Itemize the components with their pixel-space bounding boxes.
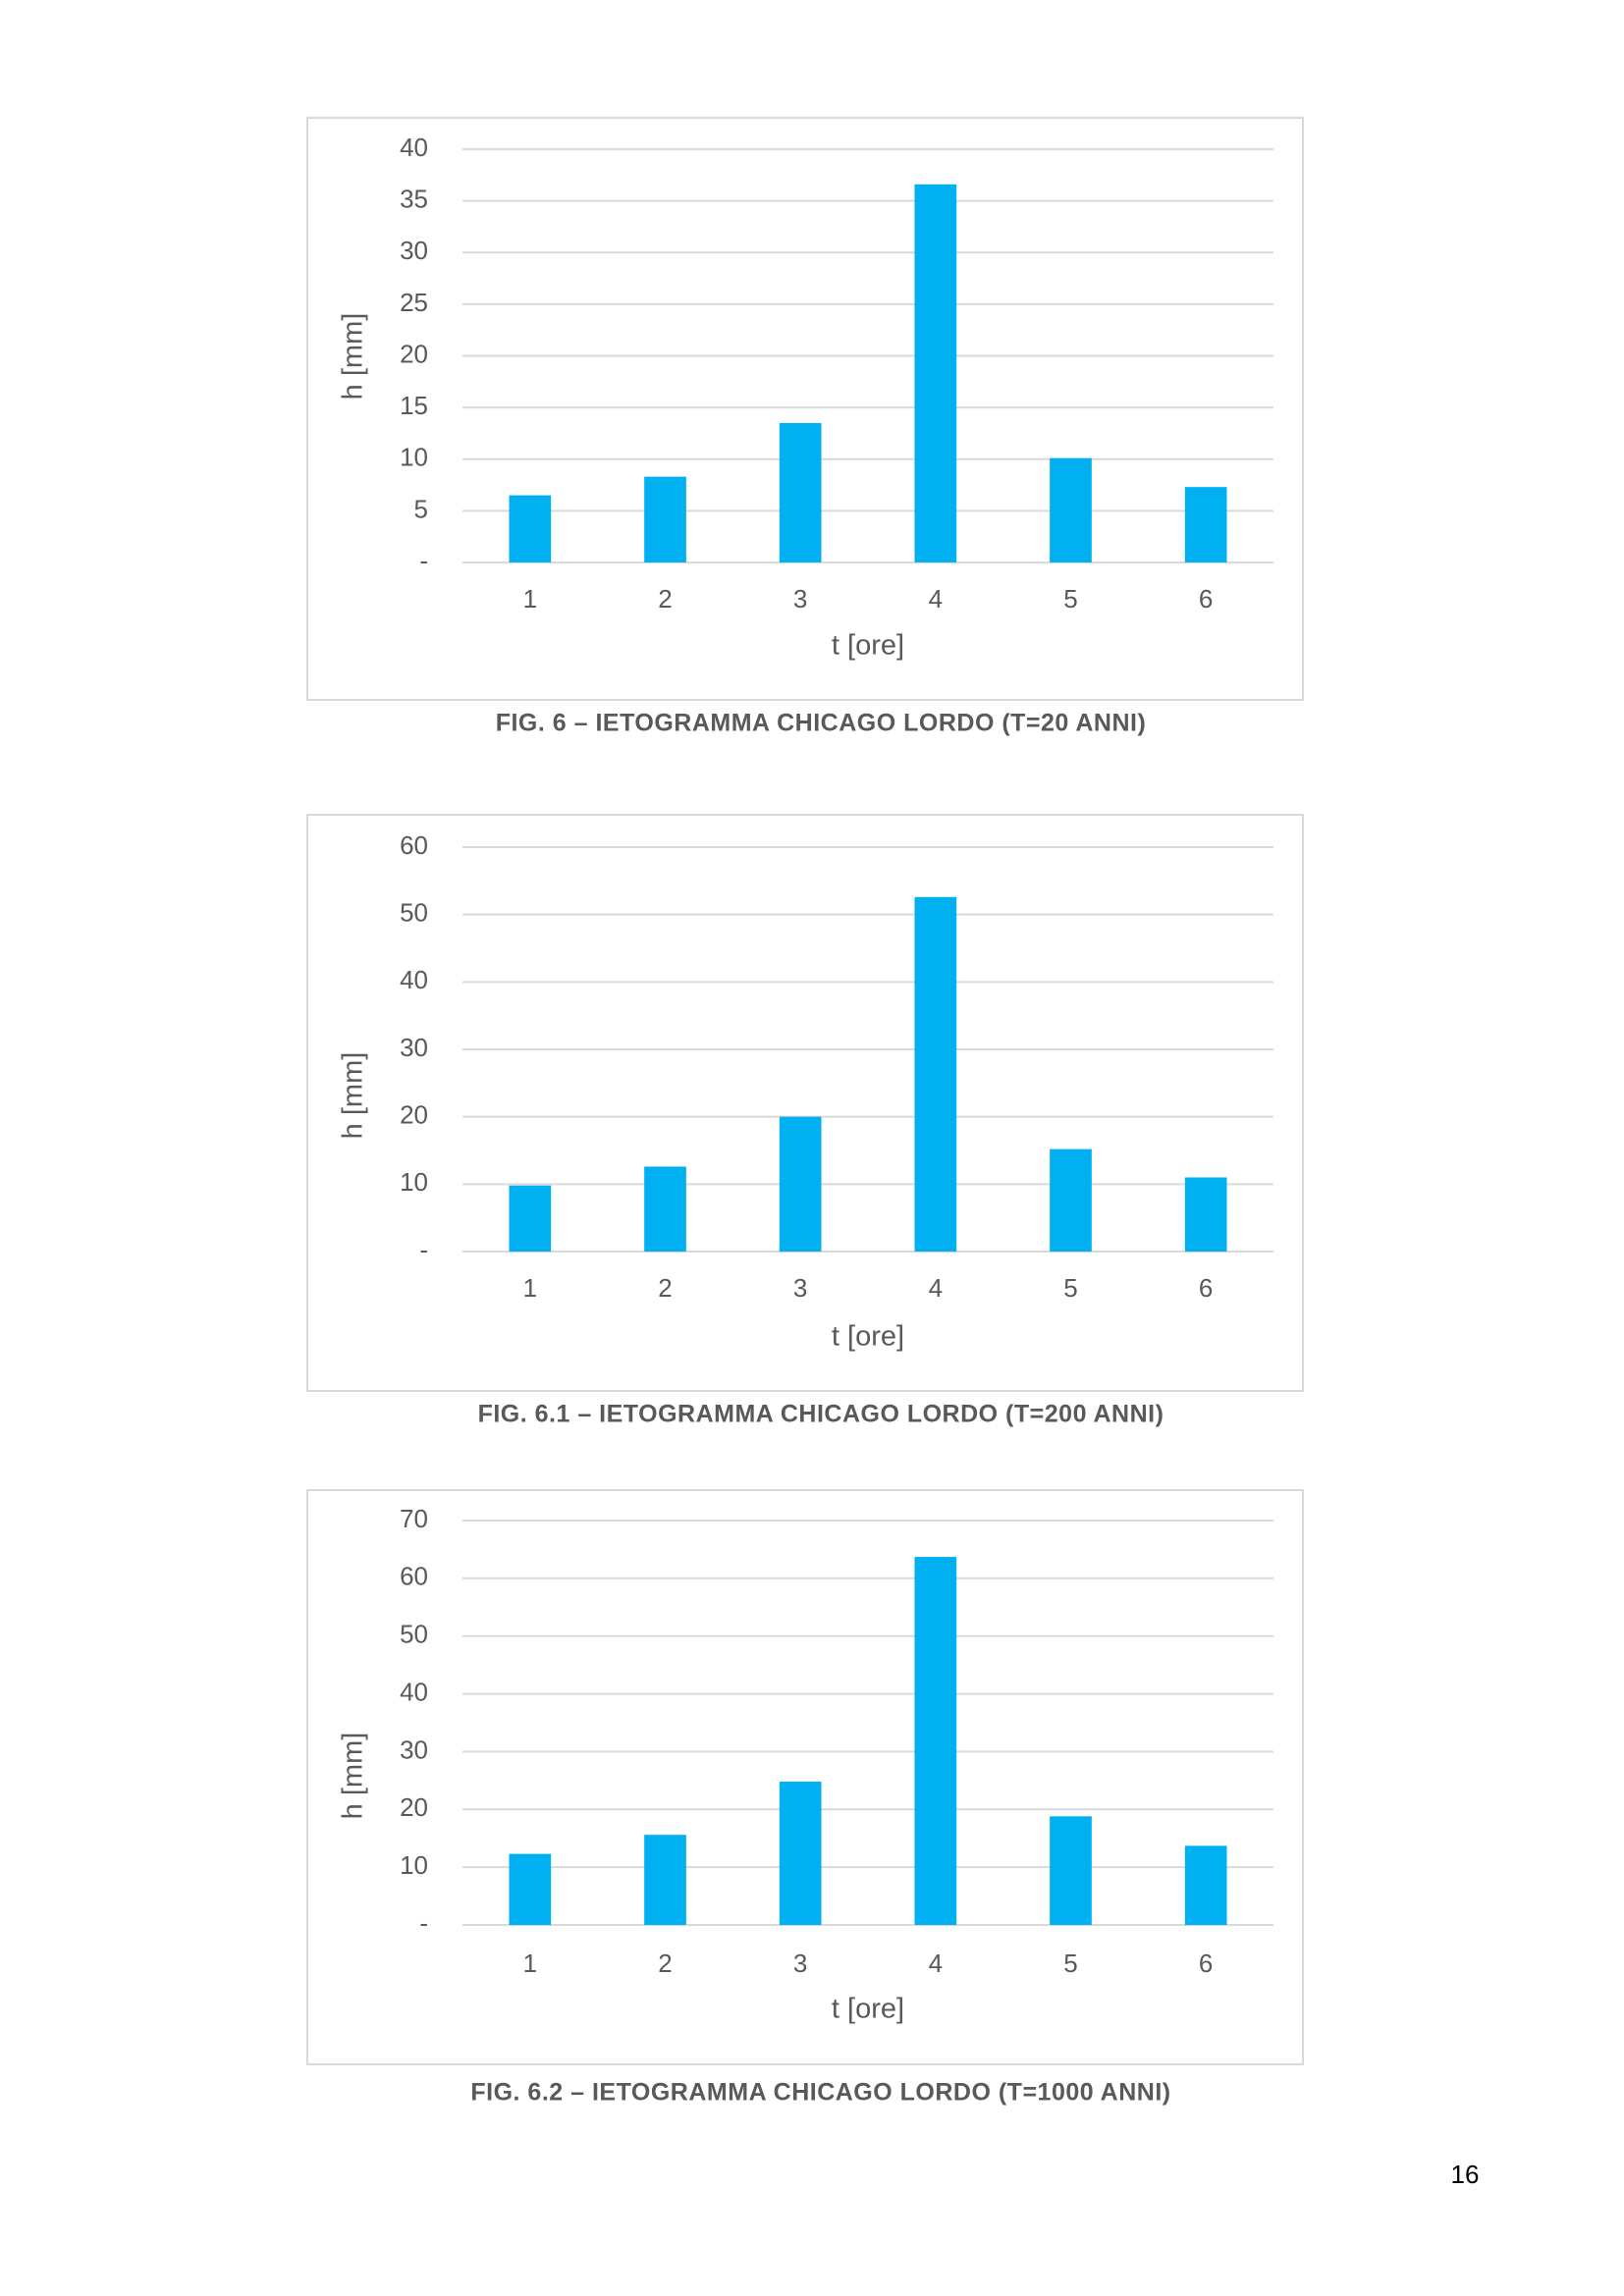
- bar: [914, 184, 957, 562]
- y-axis-title: h [mm]: [338, 313, 369, 400]
- y-tick-label: 30: [400, 236, 428, 265]
- bar: [509, 495, 552, 562]
- bar: [509, 1185, 552, 1252]
- x-tick-label: 1: [523, 1949, 537, 1978]
- x-tick-label: 6: [1199, 1273, 1213, 1303]
- y-tick-label: 30: [400, 1735, 428, 1764]
- x-tick-label: 1: [523, 584, 537, 614]
- bar: [1050, 457, 1092, 562]
- x-tick-label: 5: [1063, 1949, 1077, 1978]
- x-tick-label: 5: [1063, 1273, 1077, 1303]
- bar: [1050, 1816, 1092, 1925]
- y-tick-label: 70: [400, 1504, 428, 1533]
- chart: - 5 10 15 20 25 30 35 40 1 2 3 4 5 6 t [ore] h [mm] FIG. …: [306, 117, 1304, 737]
- x-tick-label: 4: [929, 584, 943, 614]
- y-tick-label: 5: [414, 494, 428, 523]
- bar: [779, 422, 822, 562]
- y-tick-label: 60: [400, 830, 428, 860]
- y-tick-label: 20: [400, 1792, 428, 1822]
- x-tick-label: 6: [1199, 1949, 1213, 1978]
- chart: - 10 20 30 40 50 60 1 2 3 4 5 6 t [ore] h [mm] FIG. 6.1…: [306, 814, 1304, 1428]
- y-tick-label: 10: [400, 443, 428, 472]
- y-tick-label: 60: [400, 1562, 428, 1591]
- chart-frame: [306, 117, 1304, 701]
- y-tick-label: -: [419, 1908, 428, 1938]
- x-tick-label: 3: [793, 584, 807, 614]
- x-axis-title: t [ore]: [832, 630, 904, 662]
- x-axis-title: t [ore]: [832, 1994, 904, 2025]
- x-axis-title: t [ore]: [832, 1321, 904, 1353]
- x-tick-label: 4: [929, 1273, 943, 1303]
- x-tick-label: 4: [929, 1949, 943, 1978]
- bar: [779, 1782, 822, 1925]
- chart-frame: [306, 1489, 1304, 2065]
- figure-caption: FIG. 6 – IETOGRAMMA CHICAGO LORDO (T=20 …: [496, 710, 1147, 737]
- y-tick-label: 40: [400, 1677, 428, 1706]
- y-tick-label: 40: [400, 133, 428, 162]
- y-tick-label: 20: [400, 339, 428, 368]
- bar: [644, 1166, 686, 1252]
- y-tick-label: 35: [400, 185, 428, 214]
- y-tick-label: 15: [400, 391, 428, 420]
- y-tick-label: 10: [400, 1850, 428, 1880]
- x-tick-label: 2: [658, 584, 672, 614]
- bar: [1184, 487, 1227, 562]
- y-axis-title: h [mm]: [338, 1733, 369, 1820]
- bar: [644, 1835, 686, 1925]
- y-tick-label: 50: [400, 898, 428, 928]
- bar: [1050, 1148, 1092, 1252]
- x-tick-label: 3: [793, 1273, 807, 1303]
- bar: [914, 896, 957, 1252]
- y-tick-label: 40: [400, 965, 428, 994]
- bar: [914, 1557, 957, 1925]
- bar: [509, 1853, 552, 1925]
- bar: [1184, 1177, 1227, 1252]
- x-tick-label: 5: [1063, 584, 1077, 614]
- figure-caption: FIG. 6.2 – IETOGRAMMA CHICAGO LORDO (T=1…: [470, 2079, 1170, 2107]
- x-tick-label: 3: [793, 1949, 807, 1978]
- y-tick-label: -: [419, 546, 428, 575]
- chart: - 10 20 30 40 50 60 70 1 2 3 4 5 6 t [ore] h [mm] FIG. 6…: [306, 1489, 1304, 2107]
- bar: [779, 1116, 822, 1252]
- y-tick-label: 20: [400, 1100, 428, 1130]
- y-tick-label: 30: [400, 1033, 428, 1062]
- x-tick-label: 1: [523, 1273, 537, 1303]
- y-tick-label: 50: [400, 1620, 428, 1649]
- y-tick-label: -: [419, 1235, 428, 1264]
- x-tick-label: 2: [658, 1949, 672, 1978]
- page-number: 16: [1451, 2160, 1480, 2189]
- figure-caption: FIG. 6.1 – IETOGRAMMA CHICAGO LORDO (T=2…: [478, 1401, 1164, 1428]
- bar: [644, 476, 686, 562]
- y-tick-label: 25: [400, 288, 428, 317]
- bar: [1184, 1845, 1227, 1925]
- y-axis-title: h [mm]: [338, 1052, 369, 1140]
- x-tick-label: 6: [1199, 584, 1213, 614]
- chart-frame: [306, 814, 1304, 1392]
- x-tick-label: 2: [658, 1273, 672, 1303]
- y-tick-label: 10: [400, 1167, 428, 1197]
